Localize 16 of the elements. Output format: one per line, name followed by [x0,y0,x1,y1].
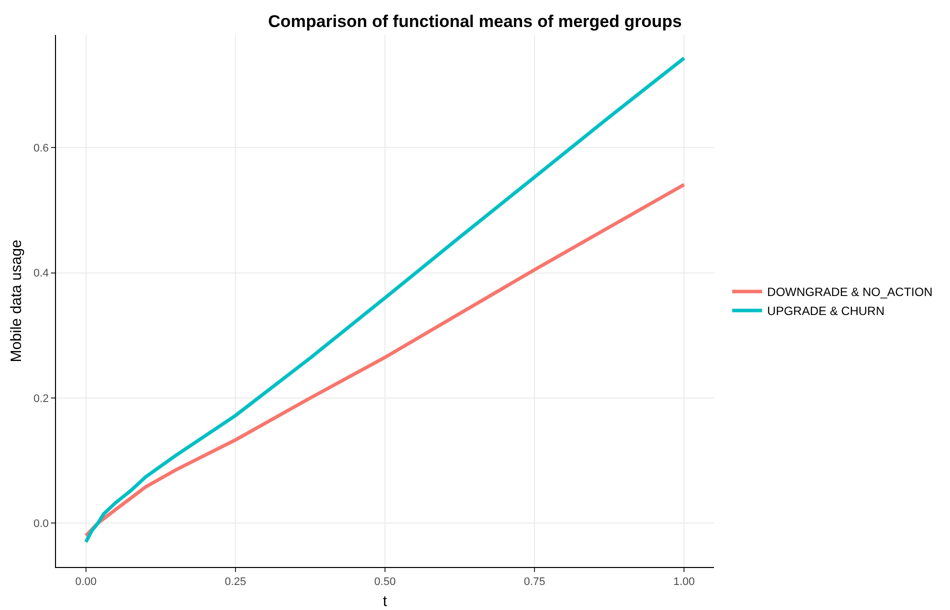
x-tick-label: 0.50 [374,576,396,588]
x-tick-label: 0.75 [524,576,546,588]
legend-label: UPGRADE & CHURN [767,304,885,318]
x-axis-title: t [382,593,388,610]
line-series [84,56,686,544]
y-tick-label: 0.0 [34,518,49,530]
y-tick-label: 0.2 [34,392,49,405]
y-tick-label: 0.4 [34,268,49,280]
x-tick-label: 1.00 [673,576,695,588]
x-tick-label: 0.25 [224,576,246,588]
x-tick-label: 0.00 [75,576,97,588]
line-series [84,182,686,538]
chart-title: Comparison of functional means of merged groups [268,12,682,32]
y-axis-title: Mobile data usage [8,240,25,362]
y-tick-label: 0.6 [34,142,49,155]
legend-label: DOWNGRADE & NO_ACTION [767,285,933,300]
